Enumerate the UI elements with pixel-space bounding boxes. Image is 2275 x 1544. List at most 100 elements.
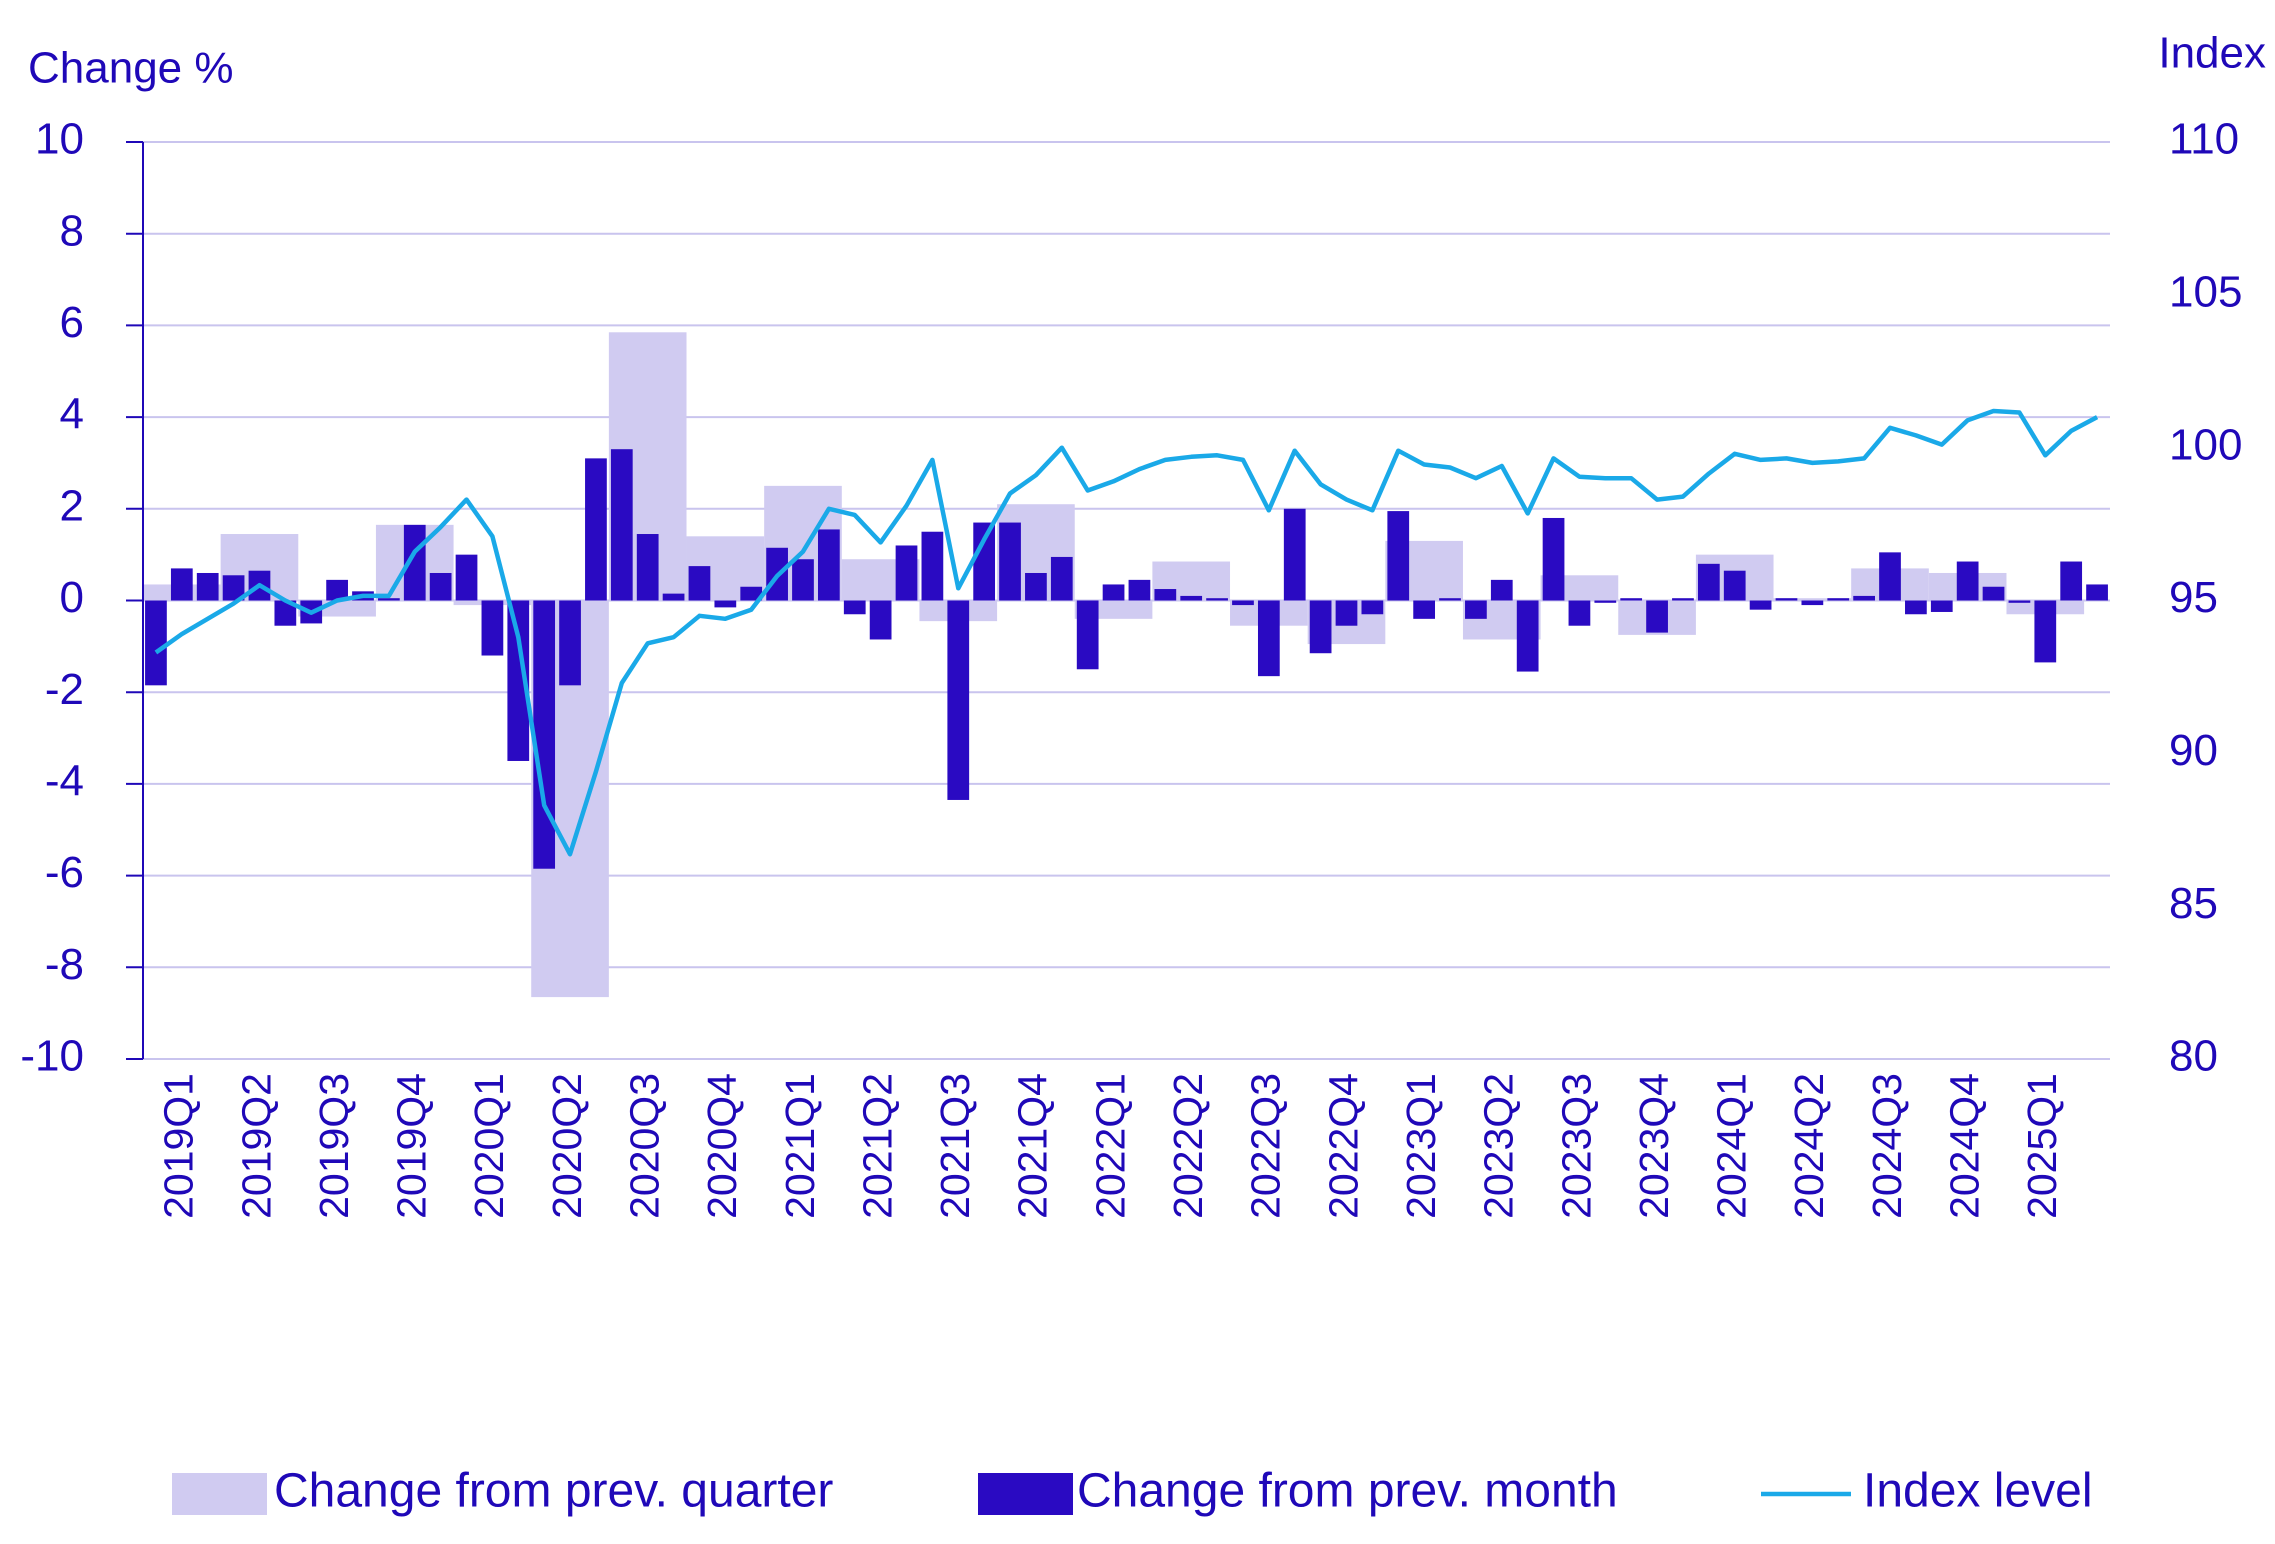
x-tick-label: 2021Q4 <box>1010 1073 1056 1219</box>
month-bar <box>455 554 478 601</box>
month-bar <box>1180 595 1203 601</box>
month-bar <box>145 600 167 686</box>
x-tick-label: 2022Q4 <box>1320 1073 1366 1219</box>
month-bar <box>843 600 866 615</box>
y-tick-label: 2 <box>60 481 84 530</box>
x-tick-label: 2019Q2 <box>233 1073 279 1219</box>
x-tick-label: 2019Q1 <box>156 1073 202 1219</box>
month-bar <box>1128 579 1151 601</box>
month-bar <box>1620 598 1643 601</box>
month-bar <box>740 586 763 601</box>
month-bar <box>1439 598 1461 601</box>
x-tick-label: 2024Q3 <box>1864 1073 1910 1219</box>
y2-tick-label: 85 <box>2169 879 2218 928</box>
x-tick-label: 2019Q4 <box>389 1073 435 1219</box>
x-tick-label: 2022Q2 <box>1165 1073 1211 1219</box>
x-tick-label: 2025Q1 <box>2019 1073 2065 1219</box>
month-bar <box>1050 556 1073 601</box>
legend-swatch <box>172 1473 267 1515</box>
month-bar <box>817 529 840 601</box>
month-bar <box>378 598 400 601</box>
month-bar <box>1879 552 1901 601</box>
month-bar <box>1309 600 1332 654</box>
month-bar <box>714 600 737 608</box>
month-bar <box>1594 600 1617 603</box>
y2-tick-label: 80 <box>2169 1032 2218 1081</box>
month-bar <box>1102 584 1125 601</box>
month-bar <box>895 545 918 601</box>
y-tick-label: 8 <box>60 206 84 255</box>
month-bar <box>921 531 944 601</box>
quarter-bar <box>1773 598 1852 601</box>
month-bar <box>429 572 452 601</box>
month-bar <box>947 600 970 800</box>
y-tick-label: -6 <box>45 848 84 897</box>
month-bar <box>2086 584 2108 601</box>
month-bar <box>1516 600 1539 672</box>
legend-label: Change from prev. month <box>1077 1465 1618 1518</box>
month-bar <box>196 572 219 601</box>
month-bar <box>1801 600 1824 606</box>
month-bar <box>1465 600 1487 619</box>
y-tick-label: 10 <box>35 115 84 164</box>
y-tick-label: 4 <box>60 390 84 439</box>
month-bar <box>610 449 633 601</box>
y2-tick-label: 90 <box>2169 726 2218 775</box>
month-bar <box>1697 563 1720 601</box>
month-bar <box>1982 586 2005 601</box>
month-bar <box>636 534 659 601</box>
month-bar <box>1853 595 1875 601</box>
month-bar <box>1076 600 1099 670</box>
month-bar <box>1775 598 1798 601</box>
month-bar <box>507 600 530 761</box>
x-tick-label: 2020Q4 <box>699 1073 745 1219</box>
month-bar <box>869 600 892 640</box>
legend-swatch <box>978 1473 1073 1515</box>
month-bar <box>2008 600 2031 603</box>
month-bar <box>1206 598 1228 601</box>
y-tick-label: -10 <box>20 1032 84 1081</box>
y-axis-title: Change % <box>28 44 233 93</box>
month-bar <box>222 575 245 601</box>
legend-label: Change from prev. quarter <box>274 1465 833 1518</box>
month-bar <box>2034 600 2057 663</box>
x-tick-label: 2020Q1 <box>466 1073 512 1219</box>
month-bar <box>1568 600 1591 626</box>
month-bar <box>1930 600 1953 612</box>
month-bar <box>533 600 556 869</box>
month-bar <box>662 593 685 601</box>
y-tick-label: 6 <box>60 298 84 347</box>
y2-tick-label: 95 <box>2169 573 2218 622</box>
legend-label: Index level <box>1863 1465 2092 1518</box>
y2-axis-title: Index <box>2158 29 2266 78</box>
month-bar <box>1413 600 1436 619</box>
month-bar <box>1283 508 1306 601</box>
y2-tick-label: 100 <box>2169 420 2242 469</box>
x-tick-label: 2020Q2 <box>544 1073 590 1219</box>
y-tick-label: -8 <box>45 940 84 989</box>
month-bar <box>1154 589 1177 601</box>
x-tick-label: 2022Q3 <box>1243 1073 1289 1219</box>
y-tick-label: -4 <box>45 757 84 806</box>
month-bar <box>1827 598 1850 601</box>
month-bar <box>1490 579 1513 601</box>
month-bar <box>585 458 607 601</box>
month-bar <box>2060 561 2083 601</box>
x-tick-label: 2024Q1 <box>1709 1073 1755 1219</box>
month-bar <box>1387 511 1410 601</box>
month-bar <box>1542 517 1565 601</box>
month-bar <box>1956 561 1979 601</box>
month-bar <box>1025 572 1047 601</box>
month-bar <box>274 600 297 626</box>
month-bar <box>999 522 1021 601</box>
y2-tick-label: 105 <box>2169 267 2242 316</box>
month-bar <box>1749 600 1772 610</box>
x-tick-label: 2023Q2 <box>1476 1073 1522 1219</box>
month-bar <box>170 568 193 601</box>
month-bar <box>1335 600 1358 626</box>
month-bar <box>792 559 814 601</box>
x-tick-label: 2021Q2 <box>854 1073 900 1219</box>
x-tick-label: 2023Q4 <box>1631 1073 1677 1219</box>
month-bar <box>1232 600 1254 606</box>
